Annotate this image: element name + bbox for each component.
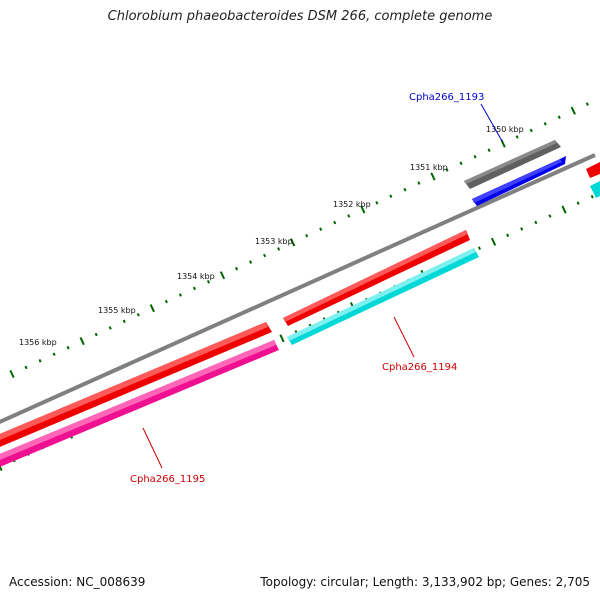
tick-mark xyxy=(164,299,168,304)
map-title: Chlorobium phaeobacteroides DSM 266, com… xyxy=(107,9,493,24)
tick-mark xyxy=(79,337,85,346)
tick-mark xyxy=(277,247,281,251)
tick-label-1351: 1351 kbp xyxy=(410,163,448,172)
gene-label-cpha266-1195: Cpha266_1195 xyxy=(130,474,205,485)
feature-cyan-edge xyxy=(590,181,600,198)
tick-mark xyxy=(473,154,477,159)
tick-mark xyxy=(290,238,296,247)
tick-mark xyxy=(590,194,594,199)
tick-mark xyxy=(570,106,576,115)
tick-mark xyxy=(375,201,379,205)
tick-mark xyxy=(347,214,351,218)
forward-strand-lane xyxy=(0,140,600,447)
tick-mark xyxy=(66,345,70,350)
tick-label-1353: 1353 kbp xyxy=(255,237,293,246)
tick-mark xyxy=(234,266,239,271)
tick-mark xyxy=(490,237,497,246)
tick-mark xyxy=(52,352,56,357)
tick-mark xyxy=(506,233,510,238)
tick-mark xyxy=(219,271,226,280)
genome-summary-text: Topology: circular; Length: 3,133,902 bp… xyxy=(260,575,590,589)
tick-mark xyxy=(108,326,112,330)
leader-line-cpha266-1195 xyxy=(142,427,163,469)
tick-mark xyxy=(24,365,28,370)
leader-line-cpha266-1194 xyxy=(393,316,415,358)
tick-mark xyxy=(500,139,506,148)
tick-mark xyxy=(403,187,407,192)
tick-mark xyxy=(576,201,580,205)
gene-label-cpha266-1193: Cpha266_1193 xyxy=(409,92,484,103)
tick-mark xyxy=(249,260,253,264)
tick-mark xyxy=(520,227,524,231)
tick-mark xyxy=(178,293,182,297)
reverse-strand-lane xyxy=(0,156,600,467)
tick-mark xyxy=(477,246,481,250)
tick-mark xyxy=(389,194,393,199)
scale-labels: 1350 kbp 1351 kbp 1352 kbp 1353 kbp 1354… xyxy=(19,125,524,347)
tick-mark xyxy=(585,102,589,106)
tick-mark xyxy=(9,369,15,379)
outer-tick-ring xyxy=(9,102,589,379)
tick-mark xyxy=(38,359,42,363)
feature-red-edge xyxy=(586,162,600,178)
tick-mark xyxy=(515,135,519,139)
tick-mark xyxy=(561,205,567,214)
tick-mark xyxy=(94,332,98,337)
tick-mark xyxy=(534,220,538,225)
tick-mark xyxy=(543,122,547,126)
tick-label-1350: 1350 kbp xyxy=(486,125,524,134)
tick-mark xyxy=(459,161,463,166)
tick-mark xyxy=(445,168,449,172)
tick-mark xyxy=(136,312,140,317)
tick-mark xyxy=(0,464,3,472)
tick-mark xyxy=(122,319,126,324)
genome-backbone xyxy=(0,153,596,424)
accession-text: Accession: NC_008639 xyxy=(9,575,146,589)
tick-mark xyxy=(263,253,267,258)
tick-mark xyxy=(192,286,196,291)
tick-label-1352: 1352 kbp xyxy=(333,200,371,209)
tick-mark xyxy=(305,233,309,238)
gene-label-cpha266-1194: Cpha266_1194 xyxy=(382,362,457,373)
tick-mark xyxy=(279,334,285,343)
tick-mark xyxy=(430,172,436,181)
gene-labels: Cpha266_1193 Cpha266_1194 Cpha266_1195 xyxy=(130,92,503,485)
tick-label-1355: 1355 kbp xyxy=(98,306,136,315)
tick-mark xyxy=(206,280,210,284)
tick-mark xyxy=(360,205,366,214)
tick-mark xyxy=(548,214,552,218)
tick-mark xyxy=(319,227,323,231)
tick-mark xyxy=(487,148,491,152)
tick-mark xyxy=(557,115,561,120)
tick-label-1354: 1354 kbp xyxy=(177,272,215,281)
leader-line-cpha266-1193 xyxy=(480,103,503,142)
tick-mark xyxy=(333,220,337,225)
tick-mark xyxy=(529,128,533,133)
tick-mark xyxy=(417,181,421,185)
tick-label-1356: 1356 kbp xyxy=(19,338,57,347)
tick-mark xyxy=(149,304,155,313)
feature-gray xyxy=(464,140,561,189)
